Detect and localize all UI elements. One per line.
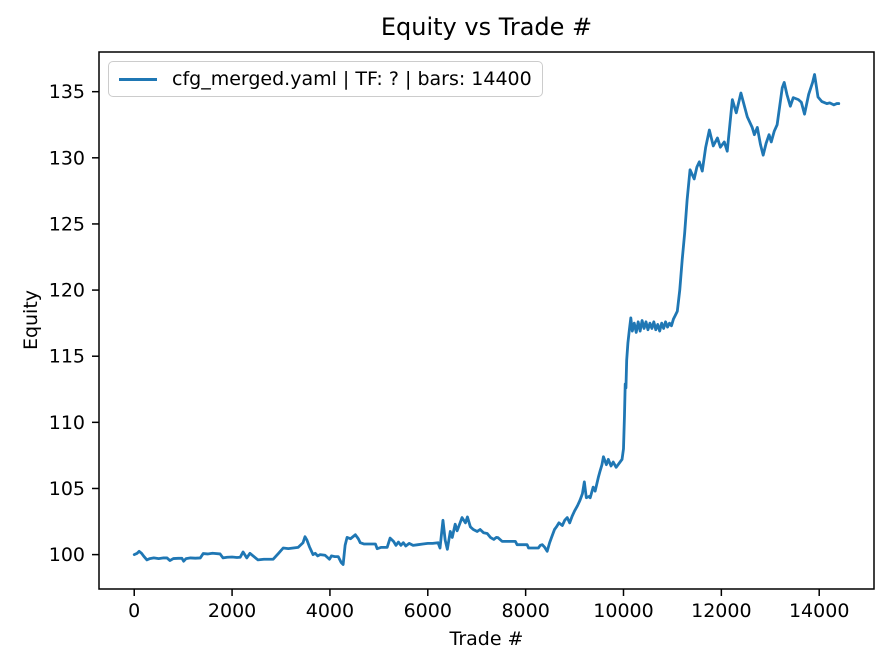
y-tick-label: 130: [49, 147, 85, 169]
y-tick-label: 115: [49, 346, 85, 368]
chart-title: Equity vs Trade #: [380, 13, 593, 41]
y-tick-label: 125: [49, 213, 85, 235]
y-tick-label: 100: [49, 544, 85, 566]
x-tick-label: 10000: [593, 600, 653, 622]
x-tick-label: 0: [128, 600, 140, 622]
x-tick-label: 12000: [691, 600, 751, 622]
y-tick-label: 110: [49, 412, 85, 434]
y-axis-label: Equity: [20, 289, 42, 351]
x-tick-label: 14000: [789, 600, 849, 622]
legend-line-sample: [119, 77, 157, 81]
y-tick-label: 120: [49, 280, 85, 302]
x-tick-label: 6000: [404, 600, 452, 622]
equity-line: [132, 73, 841, 566]
legend-label: cfg_merged.yaml | TF: ? | bars: 14400: [172, 68, 532, 90]
axes-frame: [98, 51, 875, 590]
x-tick-label: 8000: [501, 600, 549, 622]
x-tick-label: 4000: [306, 600, 354, 622]
y-tick-label: 105: [49, 478, 85, 500]
x-tick-label: 2000: [208, 600, 256, 622]
y-tick-label: 135: [49, 81, 85, 103]
legend-box: cfg_merged.yaml | TF: ? | bars: 14400: [108, 61, 543, 97]
x-axis-label: Trade #: [449, 628, 524, 650]
